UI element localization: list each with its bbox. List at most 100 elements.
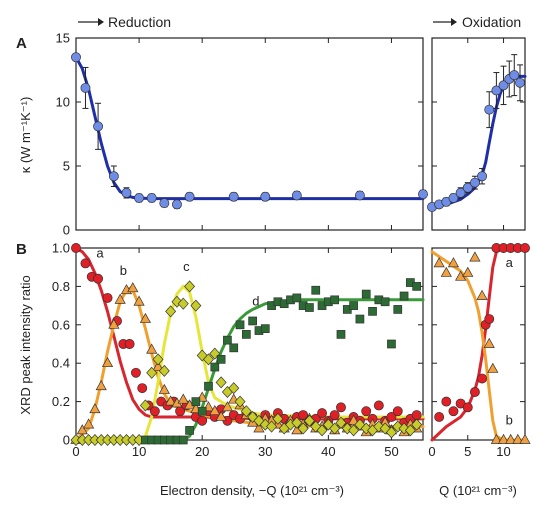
series-c-point: [398, 422, 410, 435]
series-d-point: [216, 355, 226, 364]
series-b-point: [165, 395, 177, 406]
x-tick-label: 50: [384, 444, 398, 459]
series-b-point: [462, 266, 474, 277]
series-c-point: [348, 424, 360, 437]
series-d-point: [311, 285, 321, 295]
series-c-point: [247, 410, 259, 423]
series-c-point: [240, 405, 252, 418]
x-tick-label: 40: [321, 444, 335, 459]
series-a-point: [336, 402, 346, 413]
series-b-point: [76, 424, 88, 435]
series-c-point: [259, 418, 271, 431]
kappa-point: [418, 189, 428, 200]
panel-b-reduction-frame: [75, 247, 424, 441]
kappa-point: [462, 182, 473, 193]
series-c-point: [335, 416, 347, 429]
series-label-b: b: [120, 263, 127, 278]
reduction-header: Reduction: [78, 14, 171, 30]
panel-a-letter: A: [16, 35, 27, 52]
series-c-point: [158, 364, 170, 377]
series-c-point: [146, 366, 158, 379]
series-b-point: [487, 362, 499, 373]
y-tick-label: 0.8: [52, 279, 70, 294]
series-c-point: [228, 382, 240, 395]
series-a-point: [386, 412, 397, 422]
series-d-point: [191, 397, 201, 406]
x-left-label: Electron density, −Q (10²¹ cm⁻³): [160, 483, 344, 498]
kappa-point: [477, 171, 488, 182]
series-c-point: [215, 376, 227, 389]
series-b-point: [108, 318, 120, 329]
series-label-d: d: [252, 294, 259, 309]
series-a-point: [441, 396, 452, 407]
series-b-point: [497, 433, 510, 444]
series-a-point: [434, 412, 445, 422]
series-a-point: [149, 406, 160, 417]
series-b-point: [512, 433, 524, 444]
series-b-point: [83, 418, 95, 429]
panel-a-oxidation-frame: [431, 37, 526, 231]
kappa-point: [484, 104, 495, 115]
series-b-point: [152, 360, 164, 371]
series-d-point: [223, 335, 232, 345]
series-b-point: [221, 401, 234, 412]
series-c-point: [316, 424, 328, 437]
series-b-point: [490, 433, 502, 444]
series-label-c: c: [183, 259, 190, 274]
series-b-point: [133, 295, 145, 306]
series-b-point: [177, 393, 189, 404]
series-b-point: [158, 383, 170, 394]
series-d-point: [197, 406, 207, 416]
series-b-point: [114, 293, 126, 304]
series-b-point: [95, 380, 107, 391]
y-tick-label: 0.4: [52, 356, 70, 371]
series-d-point: [412, 282, 422, 291]
x-right-label: Q (10²¹ cm⁻³): [439, 483, 517, 498]
series-c-point: [190, 299, 202, 312]
panel-a-ylabel: κ (W m⁻¹K⁻¹): [18, 97, 33, 174]
series-a-point: [469, 387, 480, 397]
series-a-point: [329, 410, 340, 420]
kappa-point: [71, 52, 81, 63]
series-d-point: [393, 305, 403, 314]
series-d-point: [336, 330, 346, 339]
kappa-point: [93, 121, 104, 132]
series-c-point: [234, 395, 246, 408]
series-b-point: [433, 257, 445, 268]
series-c-point: [411, 418, 423, 431]
series-a-point: [448, 406, 459, 417]
series-d-point: [210, 362, 220, 372]
series-b-point: [440, 266, 452, 277]
series-a-point: [520, 243, 530, 253]
series-d-point: [380, 297, 390, 307]
y-tick-label: 0.2: [52, 394, 70, 409]
x-tick-label: 10: [496, 444, 510, 459]
series-c-point: [322, 418, 334, 431]
series-d-point: [330, 295, 340, 305]
series-d-point: [349, 301, 358, 310]
kappa-fit-line: [74, 55, 425, 201]
series-c-point: [139, 399, 151, 412]
series-a-point: [93, 273, 104, 284]
series-a-point: [462, 402, 473, 413]
panel-a-reduction-frame: [75, 37, 424, 231]
kappa-point: [108, 171, 119, 182]
series-d-point: [361, 289, 371, 299]
series-d-point: [241, 330, 251, 339]
series-b-point: [519, 433, 531, 444]
y-tick-label: 15: [56, 31, 70, 46]
kappa-point: [146, 193, 157, 203]
panel-b-ylabel: XRD peak intensity ratio: [18, 275, 33, 414]
kappa-point: [184, 191, 195, 202]
panel-b-oxidation-frame: [431, 247, 526, 441]
x-tick-label: 5: [464, 444, 471, 459]
y-tick-label: 5: [63, 159, 70, 174]
series-a-point: [361, 406, 372, 417]
series-c-point: [266, 420, 278, 433]
y-tick-label: 0: [63, 433, 70, 448]
kappa-point: [134, 193, 145, 203]
series-a-point: [411, 410, 422, 420]
kappa-point: [228, 191, 239, 202]
plots-layer: 0 5 10 15 0 0.2 0.4 0.6 0.8 1.0 0 10 20 30 40 50 a b c d 0 5 1…: [52, 31, 531, 459]
series-c-point: [392, 420, 404, 433]
